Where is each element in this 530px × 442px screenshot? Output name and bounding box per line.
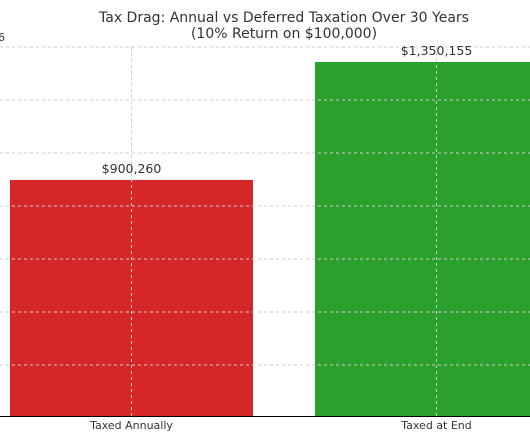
bar-0 bbox=[10, 179, 253, 416]
x-tick-label-1: Taxed at End bbox=[400, 419, 472, 432]
y-tick-label-partial: 6 bbox=[0, 31, 5, 44]
grid bbox=[0, 46, 530, 416]
data-labels: $900,260 $1,350,155 bbox=[102, 43, 473, 176]
x-tick-label-0: Taxed Annually bbox=[89, 419, 173, 432]
bar-1 bbox=[315, 62, 530, 416]
x-tick-labels: Taxed Annually Taxed at End bbox=[89, 419, 472, 432]
chart-subtitle: (10% Return on $100,000) bbox=[191, 26, 377, 42]
chart-title: Tax Drag: Annual vs Deferred Taxation Ov… bbox=[98, 10, 469, 26]
data-label-0: $900,260 bbox=[102, 161, 162, 176]
data-label-1: $1,350,155 bbox=[401, 43, 473, 58]
bars bbox=[10, 62, 530, 416]
